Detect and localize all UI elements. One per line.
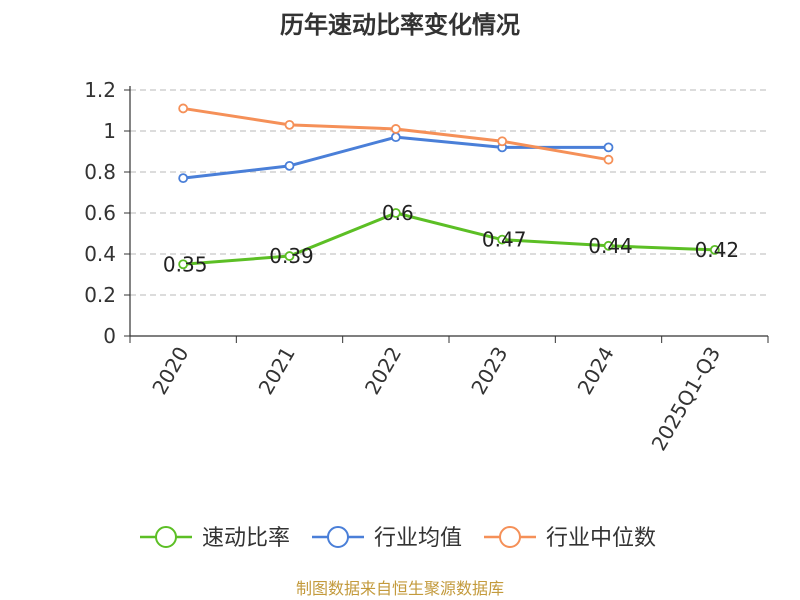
legend[interactable]: 速动比率 行业均值 行业中位数 — [140, 526, 656, 551]
y-tick-label: 0.4 — [84, 242, 116, 266]
x-tick-label: 2023 — [466, 342, 512, 398]
x-tick-label: 2021 — [254, 343, 300, 399]
data-point — [178, 173, 189, 184]
data-point — [390, 124, 401, 134]
data-label: 0.6 — [382, 201, 414, 225]
chart-title: 历年速动比率变化情况 — [280, 11, 520, 39]
data-label: 0.39 — [269, 244, 314, 268]
legend-label: 速动比率 — [202, 526, 290, 551]
data-labels: 0.35 0.39 0.6 0.47 0.44 0.42 — [163, 201, 739, 276]
y-tick-label: 0.8 — [84, 160, 116, 184]
series-group — [178, 103, 720, 270]
legend-marker — [327, 526, 349, 548]
x-tick-label: 2025Q1-Q3 — [646, 343, 725, 455]
gridlines — [130, 89, 768, 296]
y-tick-label: 1.2 — [84, 78, 116, 102]
legend-item[interactable]: 行业中位数 — [484, 526, 656, 551]
x-tick-label: 2022 — [360, 343, 406, 399]
data-point — [284, 160, 295, 171]
data-point — [284, 251, 295, 261]
data-label: 0.47 — [482, 228, 527, 252]
legend-marker — [155, 526, 177, 548]
data-point — [497, 234, 508, 245]
legend-marker — [499, 526, 521, 548]
data-label: 0.42 — [695, 238, 740, 262]
data-point — [390, 208, 401, 218]
data-point — [603, 142, 614, 153]
y-tick-label: 0.2 — [84, 283, 116, 307]
source-note: 制图数据来自恒生聚源数据库 — [296, 579, 504, 598]
legend-label: 行业均值 — [374, 526, 462, 551]
y-tick-label: 0.6 — [84, 201, 116, 225]
data-point — [603, 240, 614, 251]
x-tick-label: 2024 — [573, 343, 619, 399]
data-point — [709, 244, 720, 255]
data-point — [390, 132, 401, 143]
data-point — [497, 136, 508, 147]
legend-item[interactable]: 行业均值 — [312, 526, 462, 551]
x-tick-label: 2020 — [147, 343, 193, 399]
y-tick-label: 0 — [103, 324, 116, 348]
data-label: 0.35 — [163, 252, 208, 276]
y-tick-label: 1 — [103, 119, 116, 143]
data-point — [178, 259, 189, 270]
series-line — [183, 211, 715, 266]
data-point — [178, 103, 189, 114]
data-point — [284, 119, 295, 130]
data-point — [603, 154, 614, 165]
legend-label: 行业中位数 — [546, 526, 656, 551]
data-label: 0.44 — [588, 234, 633, 258]
legend-item[interactable]: 速动比率 — [140, 526, 290, 551]
